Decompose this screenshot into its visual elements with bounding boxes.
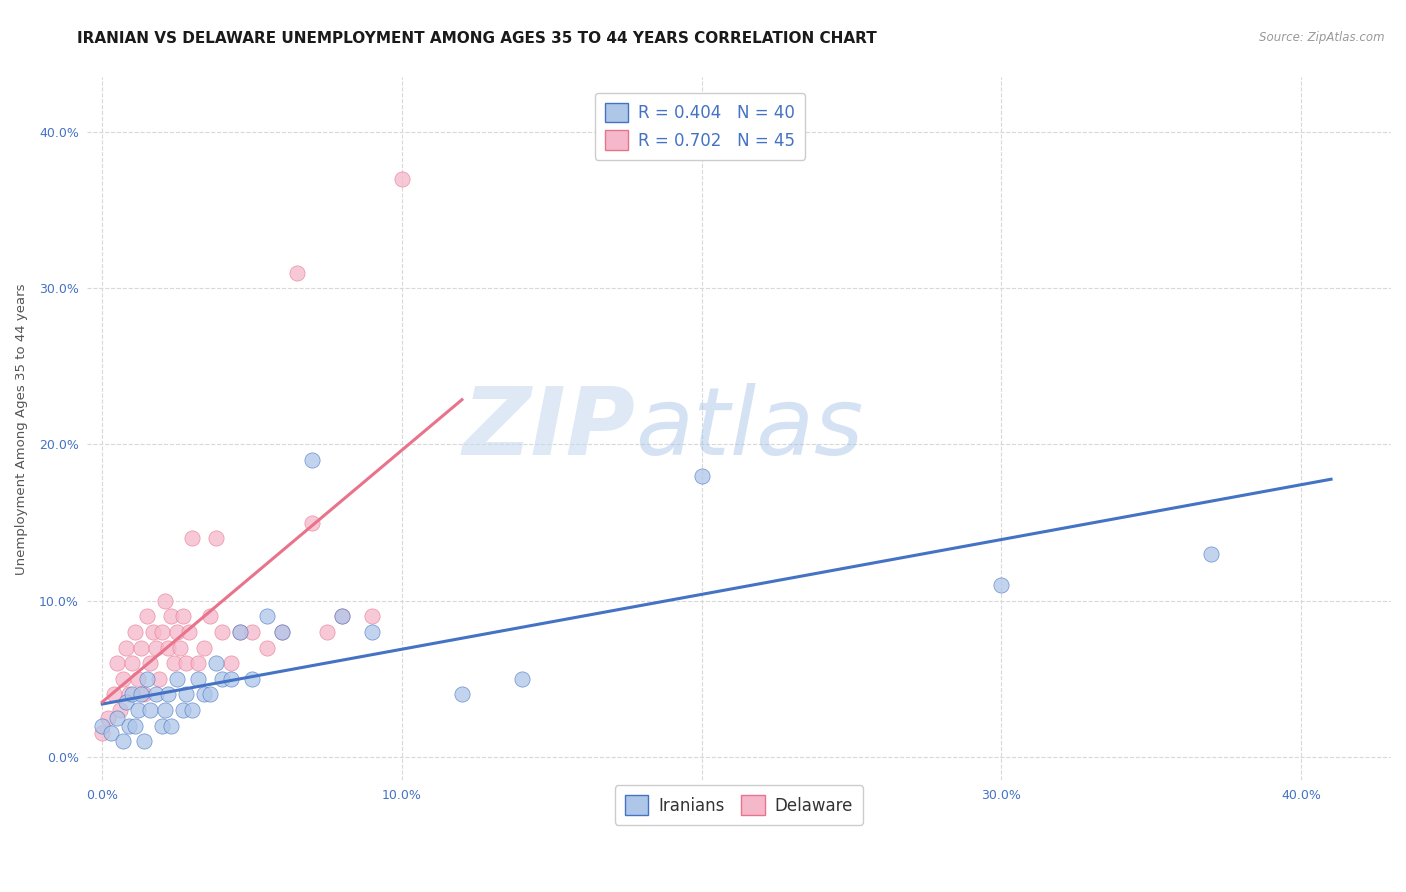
Point — [118, 718, 141, 732]
Point — [118, 687, 141, 701]
Point — [166, 624, 188, 639]
Point — [100, 726, 122, 740]
Point — [150, 624, 173, 639]
Point — [110, 703, 132, 717]
Point — [451, 687, 474, 701]
Point — [285, 266, 308, 280]
Point — [103, 687, 125, 701]
Point — [174, 687, 197, 701]
Point — [127, 703, 149, 717]
Point — [166, 672, 188, 686]
Point — [198, 687, 221, 701]
Point — [127, 672, 149, 686]
Point — [361, 609, 384, 624]
Point — [211, 624, 233, 639]
Point — [134, 687, 156, 701]
Point — [172, 609, 194, 624]
Point — [181, 531, 204, 545]
Point — [157, 687, 180, 701]
Point — [240, 624, 263, 639]
Point — [361, 624, 384, 639]
Text: Source: ZipAtlas.com: Source: ZipAtlas.com — [1260, 31, 1385, 45]
Point — [157, 640, 180, 655]
Point — [124, 718, 146, 732]
Point — [145, 640, 167, 655]
Text: ZIP: ZIP — [463, 383, 636, 475]
Point — [510, 672, 533, 686]
Point — [145, 687, 167, 701]
Point — [193, 640, 215, 655]
Point — [139, 703, 162, 717]
Point — [193, 687, 215, 701]
Point — [391, 172, 413, 186]
Point — [187, 672, 209, 686]
Point — [198, 609, 221, 624]
Point — [160, 609, 183, 624]
Point — [97, 711, 120, 725]
Point — [219, 656, 242, 670]
Point — [155, 703, 177, 717]
Point — [330, 609, 353, 624]
Point — [91, 718, 114, 732]
Point — [169, 640, 191, 655]
Point — [134, 734, 156, 748]
Point — [155, 593, 177, 607]
Point — [142, 624, 165, 639]
Point — [219, 672, 242, 686]
Point — [163, 656, 186, 670]
Point — [91, 726, 114, 740]
Point — [112, 672, 135, 686]
Point — [150, 718, 173, 732]
Point — [179, 624, 201, 639]
Point — [990, 578, 1012, 592]
Point — [129, 687, 152, 701]
Point — [148, 672, 170, 686]
Point — [187, 656, 209, 670]
Point — [271, 624, 294, 639]
Point — [240, 672, 263, 686]
Point — [256, 640, 278, 655]
Point — [129, 640, 152, 655]
Point — [211, 672, 233, 686]
Point — [139, 656, 162, 670]
Text: IRANIAN VS DELAWARE UNEMPLOYMENT AMONG AGES 35 TO 44 YEARS CORRELATION CHART: IRANIAN VS DELAWARE UNEMPLOYMENT AMONG A… — [77, 31, 877, 46]
Point — [690, 468, 713, 483]
Point — [115, 640, 138, 655]
Point — [112, 734, 135, 748]
Point — [229, 624, 252, 639]
Point — [115, 695, 138, 709]
Point — [229, 624, 252, 639]
Point — [181, 703, 204, 717]
Point — [121, 656, 143, 670]
Point — [316, 624, 339, 639]
Legend: Iranians, Delaware: Iranians, Delaware — [614, 786, 863, 825]
Point — [256, 609, 278, 624]
Point — [330, 609, 353, 624]
Point — [136, 672, 159, 686]
Point — [301, 516, 323, 530]
Point — [160, 718, 183, 732]
Text: atlas: atlas — [636, 384, 863, 475]
Point — [105, 656, 128, 670]
Point — [136, 609, 159, 624]
Point — [172, 703, 194, 717]
Point — [124, 624, 146, 639]
Y-axis label: Unemployment Among Ages 35 to 44 years: Unemployment Among Ages 35 to 44 years — [15, 283, 28, 574]
Point — [121, 687, 143, 701]
Point — [174, 656, 197, 670]
Point — [105, 711, 128, 725]
Point — [205, 531, 228, 545]
Point — [301, 453, 323, 467]
Point — [205, 656, 228, 670]
Point — [1199, 547, 1222, 561]
Point — [271, 624, 294, 639]
